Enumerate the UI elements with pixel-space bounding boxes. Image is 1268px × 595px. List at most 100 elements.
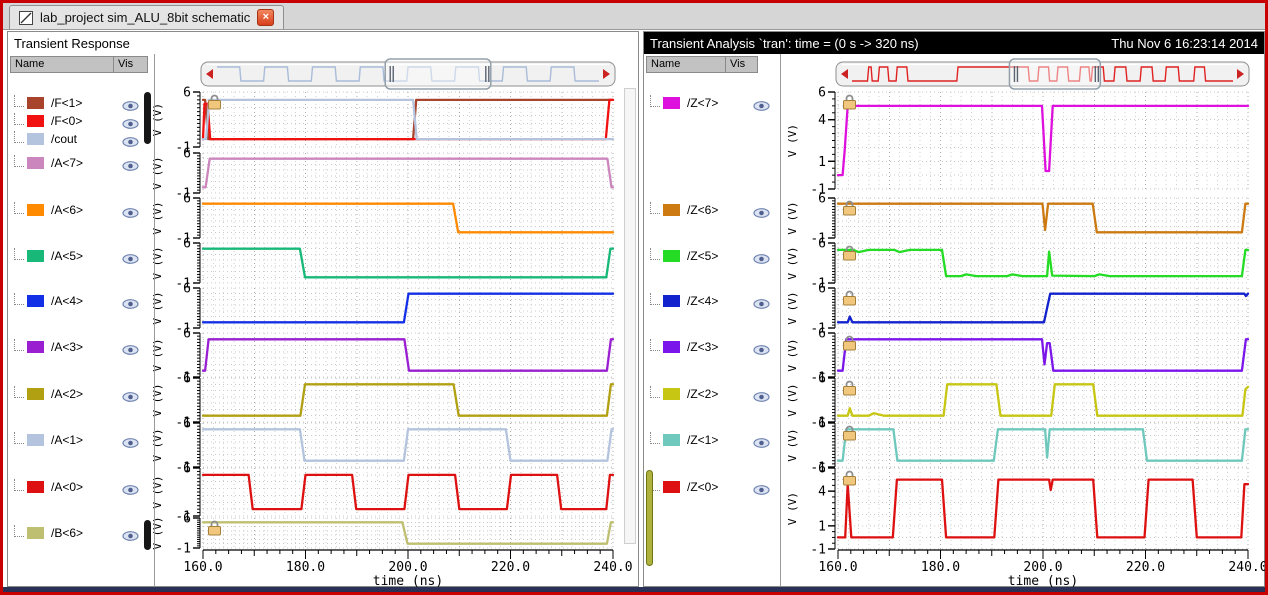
signal-row-A-1[interactable]: /A<1>	[10, 432, 139, 448]
waveform-trace-A-1[interactable]	[201, 428, 615, 462]
visibility-eye-icon[interactable]	[122, 158, 139, 176]
signal-row-A-2[interactable]: /A<2>	[10, 386, 139, 402]
waveform-trace-A-7[interactable]	[201, 157, 615, 189]
waveform-trace-Z-2[interactable]	[836, 383, 1250, 417]
visibility-eye-icon[interactable]	[753, 251, 770, 269]
strip-selection-marker[interactable]	[646, 470, 653, 566]
signal-row-cout[interactable]: /cout	[10, 131, 139, 147]
waveform-trace-A-5[interactable]	[201, 247, 615, 279]
waveform-trace-A-6[interactable]	[201, 202, 615, 234]
svg-text:6: 6	[183, 237, 191, 252]
lock-icon	[843, 200, 856, 216]
visibility-eye-icon[interactable]	[122, 528, 139, 546]
waveform-trace-F-0[interactable]	[201, 98, 615, 141]
waveform-trace-Z-1[interactable]	[836, 428, 1250, 462]
name-column-header[interactable]: Name	[10, 56, 114, 73]
signal-color-swatch	[663, 434, 680, 446]
waveform-trace-Z-4[interactable]	[836, 292, 1250, 324]
waveform-strip: 6-1V (V)	[151, 372, 615, 431]
strip-selection-marker[interactable]	[144, 520, 151, 550]
signal-row-A-4[interactable]: /A<4>	[10, 293, 139, 309]
zoom-region-handle[interactable]	[384, 58, 492, 90]
waveform-trace-A-0[interactable]	[201, 473, 615, 511]
waveform-trace-cout[interactable]	[201, 98, 615, 141]
signal-row-A-7[interactable]: /A<7>	[10, 155, 139, 171]
signal-row-A-5[interactable]: /A<5>	[10, 248, 139, 264]
svg-text:160.0: 160.0	[183, 560, 222, 575]
signal-name-label: /A<5>	[51, 249, 84, 263]
lock-icon	[208, 94, 221, 110]
signal-row-Z-1[interactable]: /Z<1>	[646, 432, 770, 448]
svg-text:6: 6	[818, 282, 826, 297]
visibility-eye-icon[interactable]	[122, 98, 139, 116]
overview-right-arrow[interactable]	[1237, 69, 1244, 79]
overview-scrollbar[interactable]	[835, 58, 1250, 90]
visibility-eye-icon[interactable]	[122, 205, 139, 223]
visibility-eye-icon[interactable]	[753, 435, 770, 453]
signal-row-Z-2[interactable]: /Z<2>	[646, 386, 770, 402]
signal-row-Z-3[interactable]: /Z<3>	[646, 339, 770, 355]
visibility-eye-icon[interactable]	[753, 296, 770, 314]
signal-row-F-1[interactable]: /F<1>	[10, 95, 139, 111]
waveform-trace-Z-7[interactable]	[836, 104, 1250, 177]
visibility-eye-icon[interactable]	[122, 435, 139, 453]
overview-left-arrow[interactable]	[841, 69, 848, 79]
overview-right-arrow[interactable]	[603, 69, 610, 79]
signal-row-B-6[interactable]: /B<6>	[10, 525, 139, 541]
waveform-trace-F-1[interactable]	[201, 98, 615, 141]
signal-row-Z-0[interactable]: /Z<0>	[646, 479, 770, 495]
svg-text:V (V): V (V)	[151, 103, 164, 136]
overview-scrollbar[interactable]	[200, 58, 616, 90]
waveform-trace-Z-0[interactable]	[836, 478, 1250, 539]
visibility-eye-icon[interactable]	[122, 482, 139, 500]
signal-row-A-6[interactable]: /A<6>	[10, 202, 139, 218]
visibility-eye-icon[interactable]	[753, 389, 770, 407]
visibility-eye-icon[interactable]	[122, 134, 139, 152]
visibility-eye-icon[interactable]	[753, 205, 770, 223]
visibility-eye-icon[interactable]	[122, 389, 139, 407]
waveform-trace-A-3[interactable]	[201, 338, 615, 372]
zoom-region-handle[interactable]	[1008, 58, 1102, 90]
svg-text:6: 6	[818, 327, 826, 342]
left-vertical-scrollbar[interactable]	[624, 88, 636, 544]
visibility-eye-icon[interactable]	[753, 98, 770, 116]
visibility-eye-icon[interactable]	[753, 342, 770, 360]
svg-text:-1: -1	[175, 461, 191, 476]
lock-icon	[843, 470, 856, 486]
signal-color-swatch	[663, 295, 680, 307]
tab-alu-schematic[interactable]: lab_project sim_ALU_8bit schematic ×	[9, 5, 285, 29]
visibility-eye-icon[interactable]	[122, 251, 139, 269]
visibility-eye-icon[interactable]	[122, 342, 139, 360]
signal-row-F-0[interactable]: /F<0>	[10, 113, 139, 129]
visibility-eye-icon[interactable]	[122, 296, 139, 314]
svg-text:6: 6	[183, 327, 191, 342]
signal-name-label: /Z<5>	[687, 249, 719, 263]
visibility-eye-icon[interactable]	[122, 116, 139, 134]
left-waveform-plot: 6 -1 V (V) 6 -1 V (V) 6 -1 V (V) 6 -1 V (V) 6 -1 V (V)…	[8, 32, 640, 592]
signal-row-Z-6[interactable]: /Z<6>	[646, 202, 770, 218]
tab-close-button[interactable]: ×	[257, 9, 275, 26]
waveform-trace-B-6[interactable]	[201, 521, 615, 545]
strip-selection-marker[interactable]	[144, 92, 151, 144]
signal-color-swatch	[27, 434, 44, 446]
waveform-trace-Z-6[interactable]	[836, 202, 1250, 234]
waveform-trace-A-4[interactable]	[201, 292, 615, 324]
name-column-header[interactable]: Name	[646, 56, 726, 73]
visibility-eye-icon[interactable]	[753, 482, 770, 500]
signal-row-A-3[interactable]: /A<3>	[10, 339, 139, 355]
svg-text:-1: -1	[175, 510, 191, 525]
svg-text:6: 6	[818, 372, 826, 387]
waveform-trace-A-2[interactable]	[201, 383, 615, 417]
signal-row-A-0[interactable]: /A<0>	[10, 479, 139, 495]
left-list-divider	[154, 54, 155, 586]
signal-row-Z-4[interactable]: /Z<4>	[646, 293, 770, 309]
waveform-trace-Z-5[interactable]	[836, 248, 1250, 278]
svg-text:V (V): V (V)	[151, 383, 164, 416]
svg-text:V (V): V (V)	[151, 516, 164, 549]
vis-column-header[interactable]: Vis	[726, 56, 758, 73]
signal-row-Z-5[interactable]: /Z<5>	[646, 248, 770, 264]
overview-left-arrow[interactable]	[206, 69, 213, 79]
signal-row-Z-7[interactable]: /Z<7>	[646, 95, 770, 111]
svg-text:-1: -1	[810, 543, 826, 558]
vis-column-header[interactable]: Vis	[114, 56, 148, 73]
